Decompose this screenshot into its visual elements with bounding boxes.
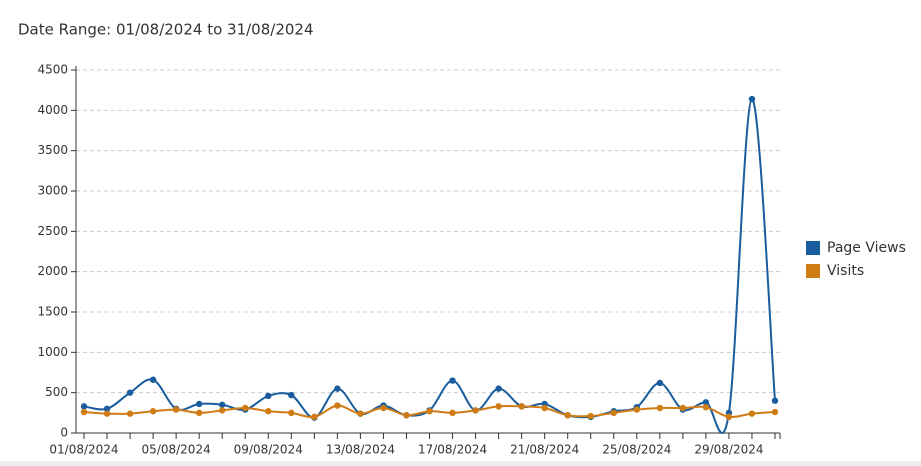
x-tick-label: 25/08/2024 (602, 443, 671, 457)
data-point (80, 408, 88, 416)
data-point (725, 413, 733, 421)
x-tick-label: 09/08/2024 (234, 443, 303, 457)
data-point (334, 385, 341, 392)
data-point (472, 407, 479, 414)
data-point (495, 403, 502, 410)
data-point (103, 405, 111, 412)
data-point (357, 410, 364, 417)
data-point (80, 403, 88, 410)
y-tick-label: 2000 (37, 264, 68, 278)
y-tick-label: 3000 (37, 184, 68, 198)
x-tick-label: 13/08/2024 (326, 443, 395, 457)
data-point (265, 408, 272, 415)
data-point (702, 399, 710, 406)
y-tick-label: 1000 (37, 345, 68, 359)
data-point (610, 409, 617, 417)
data-point (149, 408, 157, 415)
data-point (103, 410, 111, 417)
data-point (172, 406, 180, 413)
data-point (587, 412, 594, 420)
data-point (702, 403, 710, 411)
x-tick-label: 17/08/2024 (418, 443, 487, 457)
y-tick-label: 500 (45, 385, 68, 399)
data-point (771, 408, 779, 416)
data-point (380, 404, 387, 412)
x-tick-label: 05/08/2024 (142, 443, 211, 457)
data-point (656, 404, 664, 412)
data-point (564, 412, 571, 419)
data-point (771, 397, 779, 404)
x-tick-label: 21/08/2024 (510, 443, 579, 457)
data-point (195, 400, 203, 408)
y-tick-label: 0 (60, 426, 68, 440)
data-point (219, 401, 226, 408)
data-point (748, 410, 756, 417)
data-point (541, 404, 548, 412)
chart-title: Date Range: 01/08/2024 to 31/08/2024 (18, 21, 314, 39)
y-tick-label: 3500 (37, 143, 68, 157)
y-tick-label: 1500 (37, 305, 68, 319)
data-point (242, 404, 249, 412)
data-point (656, 379, 664, 387)
data-point (633, 406, 640, 413)
legend-label: Visits (827, 263, 864, 279)
data-point (495, 385, 502, 392)
data-point (126, 410, 134, 417)
legend-label: Page Views (827, 240, 906, 256)
data-point (288, 409, 295, 417)
data-point (334, 402, 341, 409)
data-point (679, 404, 687, 412)
y-tick-label: 4000 (37, 103, 68, 117)
y-tick-label: 2500 (37, 224, 68, 238)
data-point (449, 377, 456, 384)
data-point (748, 95, 756, 103)
x-tick-label: 01/08/2024 (49, 443, 118, 457)
series-line (83, 98, 776, 434)
legend-swatch (806, 264, 820, 278)
data-point (518, 403, 525, 410)
data-point (195, 409, 203, 417)
data-point (219, 407, 226, 414)
data-point (265, 392, 272, 400)
data-point (149, 376, 157, 383)
legend-swatch (806, 241, 820, 255)
y-tick-label: 4500 (37, 63, 68, 77)
data-point (311, 413, 318, 421)
x-tick-label: 29/08/2024 (694, 443, 763, 457)
data-point (403, 412, 410, 419)
data-point (288, 391, 295, 399)
data-point (449, 409, 456, 417)
data-point (426, 408, 433, 415)
bottom-strip (0, 461, 921, 466)
data-point (126, 389, 134, 396)
